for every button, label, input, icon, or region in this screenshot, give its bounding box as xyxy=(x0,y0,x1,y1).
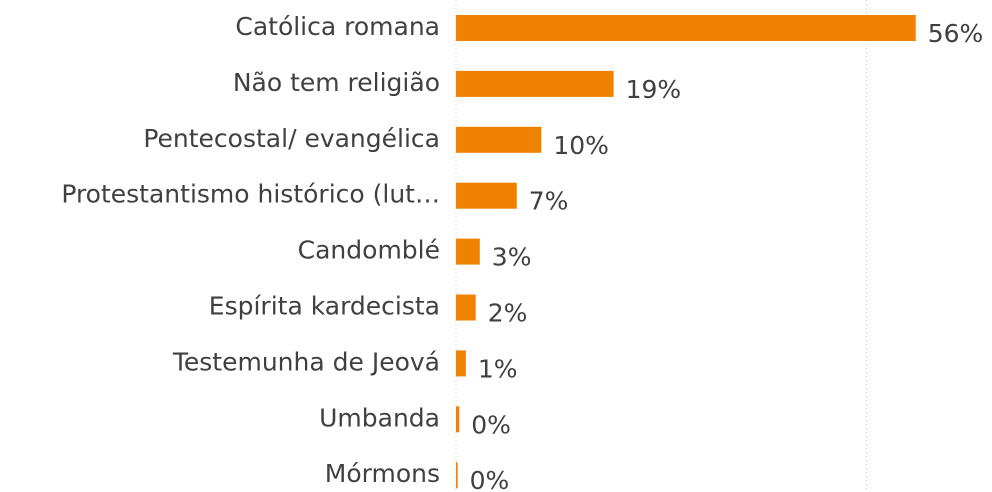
bar xyxy=(456,406,460,433)
value-label: 7% xyxy=(529,187,569,216)
bar xyxy=(456,238,480,265)
value-label: 2% xyxy=(488,299,528,328)
value-label: 3% xyxy=(492,243,532,272)
category-label: Não tem religião xyxy=(233,68,440,97)
category-label: Protestantismo histórico (lut… xyxy=(61,180,440,209)
bar xyxy=(456,126,542,153)
bar xyxy=(456,70,614,97)
category-label: Candomblé xyxy=(298,236,440,265)
category-label: Espírita kardecista xyxy=(209,292,440,321)
value-label: 1% xyxy=(478,354,518,383)
bar xyxy=(456,15,916,41)
category-label: Mórmons xyxy=(325,459,440,488)
bar xyxy=(456,462,458,489)
category-label: Umbanda xyxy=(319,403,440,432)
bar xyxy=(456,350,466,377)
value-label: 56% xyxy=(928,19,984,48)
value-label: 0% xyxy=(471,410,511,439)
value-label: 0% xyxy=(470,466,510,492)
category-label: Católica romana xyxy=(235,12,440,41)
value-label: 19% xyxy=(626,75,682,104)
category-label: Testemunha de Jeová xyxy=(172,347,440,376)
value-label: 10% xyxy=(553,131,609,160)
bar xyxy=(456,294,476,321)
bar xyxy=(456,182,517,209)
category-label: Pentecostal/ evangélica xyxy=(143,124,440,153)
